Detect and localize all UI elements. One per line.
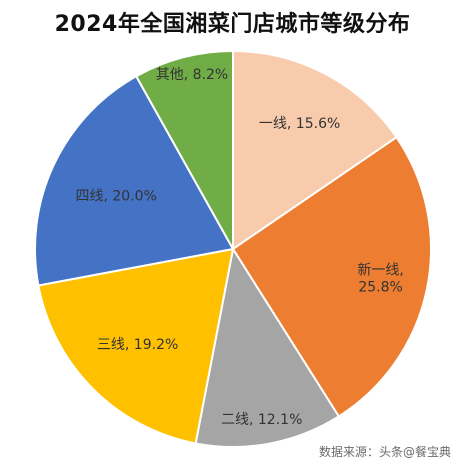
source-note: 数据来源：头条@餐宝典 — [318, 445, 451, 459]
pie-slice-3 — [194, 246, 341, 448]
pie-slice-2 — [231, 135, 432, 418]
slice-label-4: 三线, 19.2% — [97, 337, 178, 353]
pie-slice-6 — [134, 49, 234, 253]
pie-slice-4 — [37, 247, 235, 445]
pie-slice-1 — [232, 49, 398, 251]
slice-label-1: 一线, 15.6% — [259, 116, 340, 132]
slice-label-3: 二线, 12.1% — [221, 412, 302, 428]
slice-label-2: 新一线, 25.8% — [357, 262, 403, 295]
chart-title: 2024年全国湘菜门店城市等级分布 — [54, 12, 411, 37]
slice-label-5: 四线, 20.0% — [76, 188, 157, 204]
slice-label-6: 其他, 8.2% — [156, 67, 228, 83]
pie-slice-5 — [34, 74, 235, 287]
